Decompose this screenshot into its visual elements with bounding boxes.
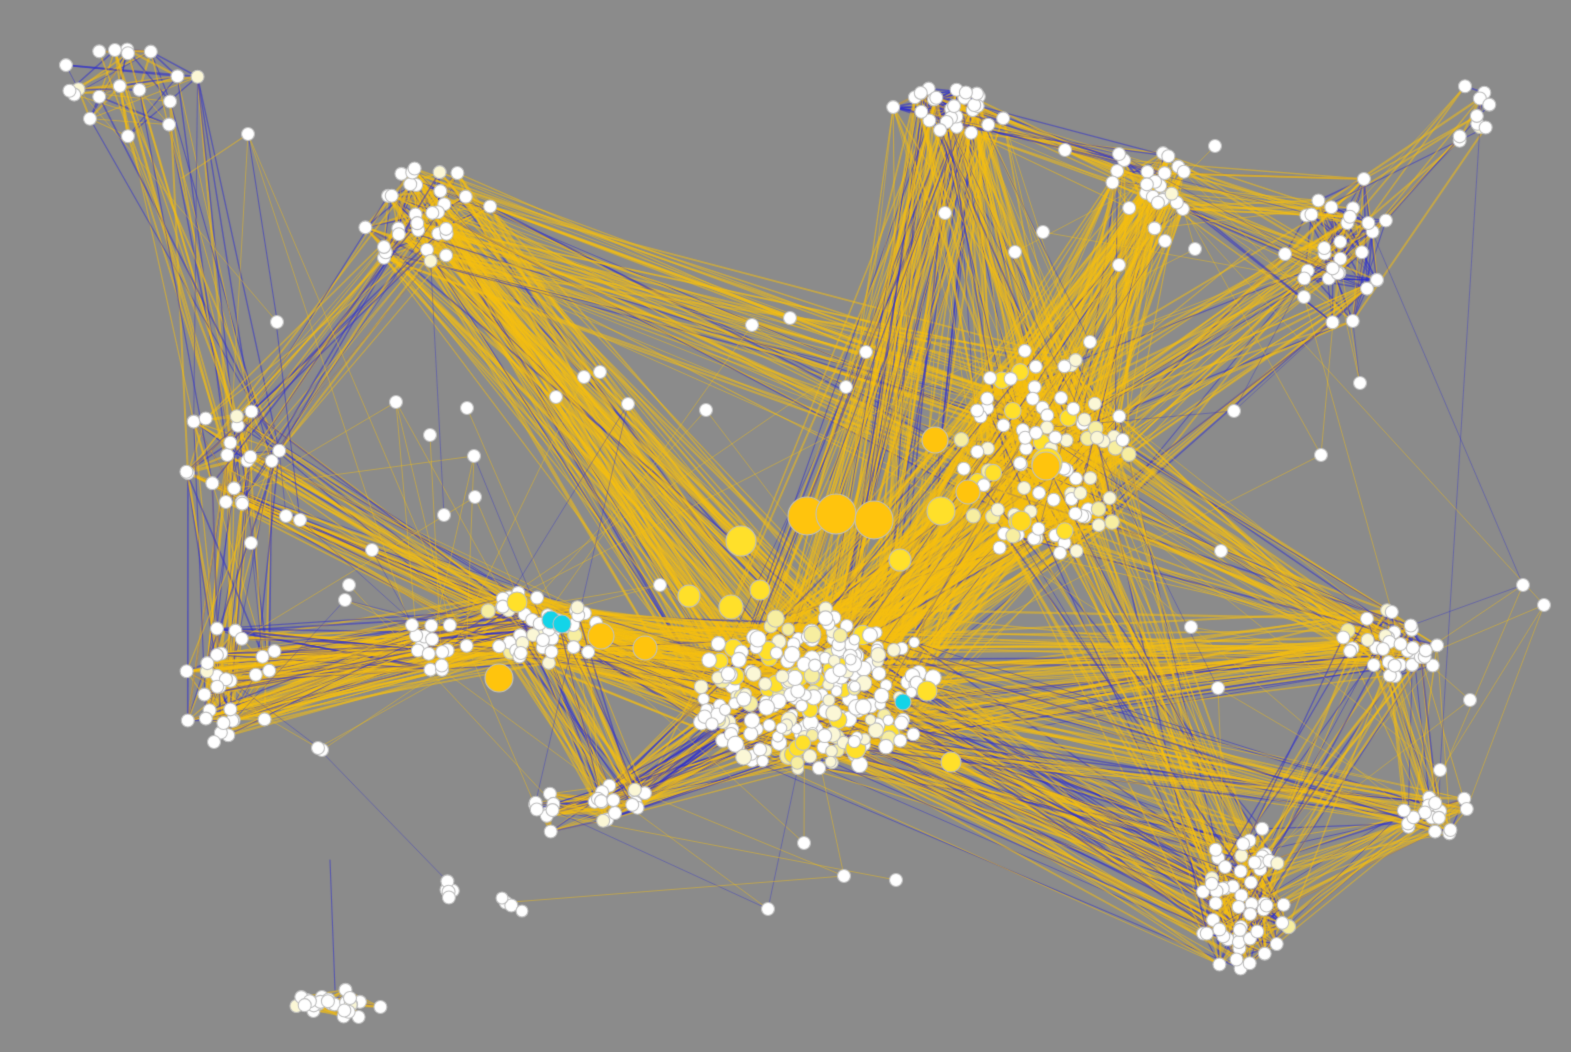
graph-viewport[interactable] — [0, 0, 1571, 1052]
network-graph-canvas[interactable] — [0, 0, 1571, 1052]
